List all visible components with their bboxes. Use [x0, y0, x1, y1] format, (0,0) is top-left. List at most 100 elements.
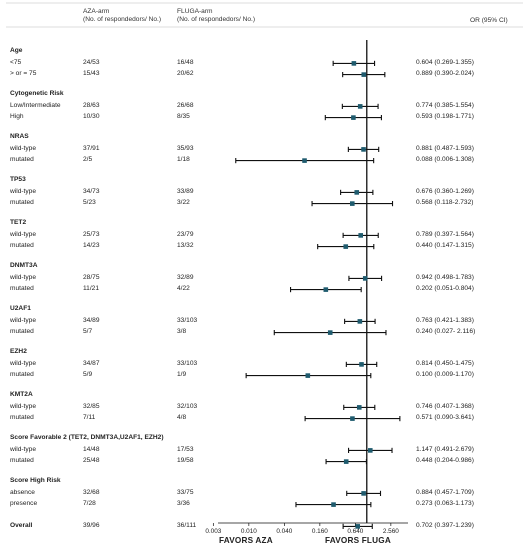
aza-responders: 24/53 — [83, 59, 100, 66]
row-label: wild-type — [10, 403, 37, 410]
fluga-responders: 20/62 — [177, 70, 194, 78]
fluga-responders: 26/68 — [177, 102, 194, 109]
aza-responders: 32/68 — [83, 489, 100, 496]
group-title: Score Favorable 2 (TET2, DNMT3A,U2AF1, E… — [10, 434, 164, 441]
odds-ratio-text: 0.100 (0.009-1.170) — [416, 371, 474, 379]
aza-responders: 25/73 — [83, 231, 100, 238]
odds-ratio-text: 0.881 (0.487-1.593) — [416, 145, 474, 152]
point-estimate-marker — [361, 147, 366, 152]
fluga-arm-subtitle: (No. of respondedors/ No.) — [177, 16, 256, 24]
point-estimate-marker — [343, 459, 349, 464]
aza-responders: 5/7 — [83, 328, 93, 336]
odds-ratio-text: 0.884 (0.457-1.709) — [416, 489, 474, 496]
aza-responders: 14/48 — [83, 446, 100, 453]
row-label: presence — [10, 500, 38, 508]
point-estimate-marker — [357, 319, 363, 324]
fluga-responders: 8/35 — [177, 113, 190, 121]
row-label: Low/Intermediate — [10, 102, 61, 109]
x-tick-label: 0.640 — [347, 528, 363, 535]
aza-responders: 25/48 — [83, 457, 100, 465]
point-estimate-marker — [367, 448, 373, 453]
row-label: mutated — [10, 414, 34, 422]
favors-fluga-label: FAVORS FLUGA — [325, 536, 391, 545]
row-label: wild-type — [10, 188, 37, 195]
fluga-responders: 13/32 — [177, 242, 194, 250]
point-estimate-marker — [327, 330, 333, 335]
row-label: wild-type — [10, 317, 37, 324]
point-estimate-marker — [323, 287, 329, 292]
point-estimate-marker — [356, 405, 362, 410]
point-estimate-marker — [359, 362, 364, 367]
or-header: OR (95% CI) — [470, 17, 508, 24]
point-estimate-marker — [361, 491, 366, 496]
group-title: TET2 — [10, 219, 27, 226]
point-estimate-marker — [302, 158, 307, 163]
row-label: absence — [10, 489, 35, 496]
point-estimate-marker — [331, 502, 336, 507]
odds-ratio-text: 0.604 (0.269-1.355) — [416, 59, 474, 66]
row-label: wild-type — [10, 145, 37, 152]
point-estimate-marker — [305, 373, 311, 378]
odds-ratio-text: 0.448 (0.204-0.986) — [416, 457, 474, 465]
x-tick-label: 0.160 — [312, 528, 328, 535]
group-title: Score High Risk — [10, 477, 61, 484]
group-title: EZH2 — [10, 348, 27, 355]
fluga-responders: 4/22 — [177, 285, 190, 293]
odds-ratio-text: 0.763 (0.421-1.383) — [416, 317, 474, 324]
fluga-responders: 17/53 — [177, 446, 194, 453]
fluga-responders: 33/103 — [177, 360, 198, 367]
x-tick-label: 0.010 — [241, 528, 257, 535]
point-estimate-marker — [355, 524, 361, 529]
row-label: mutated — [10, 328, 34, 336]
fluga-responders: 16/48 — [177, 59, 194, 66]
aza-responders: 28/63 — [83, 102, 100, 109]
aza-responders: 7/28 — [83, 500, 96, 508]
row-label: > or = 75 — [10, 70, 37, 78]
fluga-responders: 33/89 — [177, 188, 194, 195]
odds-ratio-text: 0.240 (0.027- 2.116) — [416, 328, 476, 336]
point-estimate-marker — [351, 61, 357, 66]
odds-ratio-text: 0.571 (0.090-3.641) — [416, 414, 474, 422]
aza-responders: 7/11 — [83, 414, 96, 422]
row-label: wild-type — [10, 360, 37, 367]
odds-ratio-text: 0.889 (0.390-2.024) — [416, 70, 474, 78]
aza-arm-header: AZA-arm (No. of respondedors/ No.) — [83, 8, 161, 24]
row-label: wild-type — [10, 446, 37, 453]
group-title: NRAS — [10, 133, 29, 140]
point-estimate-marker — [358, 233, 364, 238]
odds-ratio-text: 1.147 (0.491-2.679) — [416, 446, 474, 453]
fluga-responders: 33/75 — [177, 489, 194, 496]
odds-ratio-text: 0.774 (0.385-1.554) — [416, 102, 474, 109]
point-estimate-marker — [351, 115, 356, 120]
aza-responders: 37/91 — [83, 145, 100, 152]
aza-responders: 2/5 — [83, 156, 93, 164]
favors-aza-label: FAVORS AZA — [219, 536, 273, 545]
aza-responders: 5/23 — [83, 199, 96, 207]
odds-ratio-text: 0.593 (0.198-1.771) — [416, 113, 474, 121]
odds-ratio-text: 0.789 (0.397-1.564) — [416, 231, 474, 238]
fluga-responders: 4/8 — [177, 414, 187, 422]
point-estimate-marker — [361, 72, 367, 77]
x-tick-label: 2.560 — [383, 528, 399, 535]
odds-ratio-text: 0.676 (0.360-1.269) — [416, 188, 474, 195]
row-label: <75 — [10, 59, 22, 66]
overall-label: Overall — [10, 522, 33, 529]
odds-ratio-text: 0.814 (0.450-1.475) — [416, 360, 474, 367]
x-tick-label: 0.003 — [205, 528, 221, 535]
group-title: U2AF1 — [10, 305, 31, 312]
group-title: KMT2A — [10, 391, 33, 398]
odds-ratio-text-overall: 0.702 (0.397-1.239) — [416, 522, 474, 529]
aza-responders: 10/30 — [83, 113, 100, 121]
fluga-responders: 3/22 — [177, 199, 190, 207]
fluga-responders: 32/89 — [177, 274, 194, 281]
fluga-responders: 1/9 — [177, 371, 187, 379]
aza-arm-subtitle: (No. of respondedors/ No.) — [83, 16, 162, 24]
group-title: Age — [10, 47, 23, 54]
point-estimate-marker — [354, 190, 360, 195]
aza-responders: 32/85 — [83, 403, 100, 410]
aza-responders: 28/75 — [83, 274, 100, 281]
odds-ratio-text: 0.568 (0.118-2.732) — [416, 199, 474, 207]
odds-ratio-text: 0.440 (0.147-1.315) — [416, 242, 474, 250]
fluga-responders: 1/18 — [177, 156, 190, 164]
